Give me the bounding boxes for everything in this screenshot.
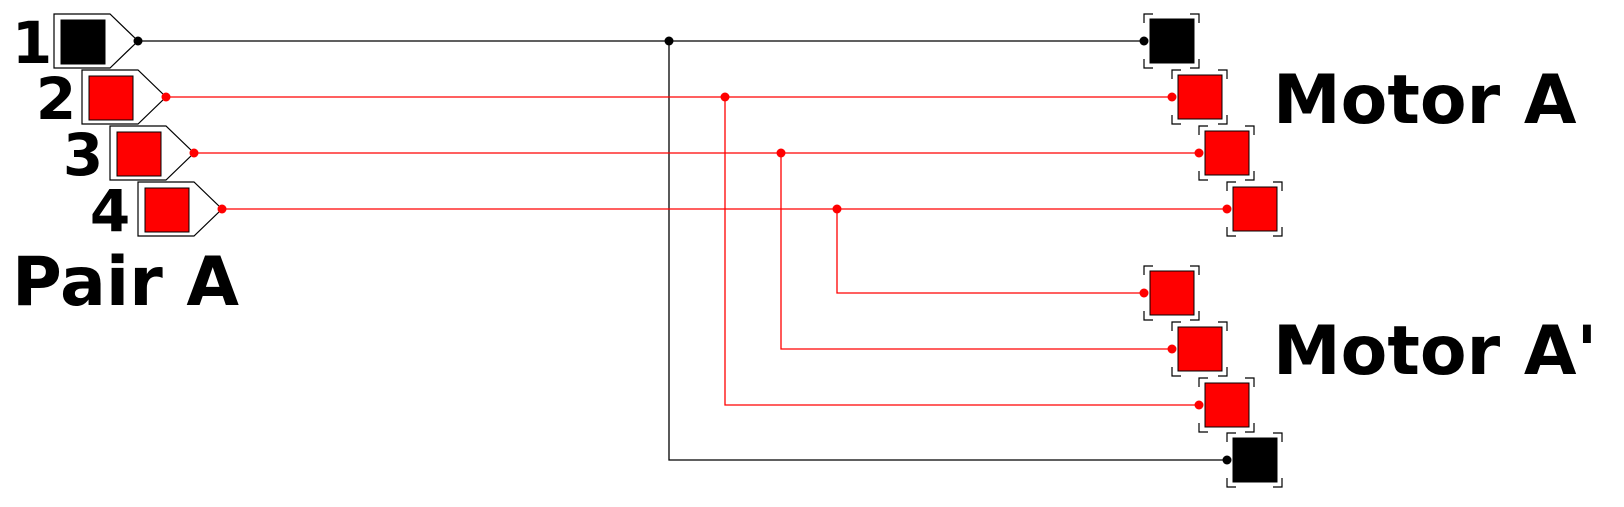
junction-dot [1139, 288, 1149, 298]
pin-number: 1 [12, 9, 52, 77]
wire-4 [222, 208, 1227, 294]
junction-dot [664, 36, 674, 46]
junction-dot [1167, 92, 1177, 102]
junction-dot [133, 36, 143, 46]
motor-a-prime-pin-3 [1171, 321, 1228, 377]
junction-dot [161, 92, 171, 102]
pair-pin-3: 3 [63, 121, 195, 189]
wire-3 [194, 152, 1199, 350]
pair-pin-4: 4 [90, 177, 223, 245]
wires [138, 40, 1227, 461]
motor-a-prime-pin-4 [1143, 265, 1200, 321]
motor-a-label: Motor A [1273, 61, 1577, 140]
pin-contact [1177, 326, 1223, 372]
pin-number: 2 [36, 65, 76, 133]
junction-dot [720, 92, 730, 102]
junction-dot [1222, 204, 1232, 214]
pair-pin-2: 2 [36, 65, 167, 133]
motor-a-pin-4 [1226, 181, 1283, 237]
motor-a-connector [1143, 13, 1283, 237]
pin-contact [1232, 186, 1278, 232]
pin-contact [1149, 18, 1195, 64]
junction-dot [1194, 400, 1204, 410]
junction-dot [776, 148, 786, 158]
wire-1-ground [138, 40, 1227, 461]
junction-dot [189, 148, 199, 158]
pin-number: 4 [90, 177, 130, 245]
pin-contact [1232, 437, 1278, 483]
pair-pin-1: 1 [12, 9, 139, 77]
junction-dot [1194, 148, 1204, 158]
pin-contact [88, 75, 134, 121]
junction-dot [217, 204, 227, 214]
junction-dot [832, 204, 842, 214]
pin-number: 3 [63, 121, 103, 189]
pin-contact [1204, 130, 1250, 176]
pin-contact [1149, 270, 1195, 316]
motor-a-prime-pin-2 [1198, 377, 1255, 433]
motor-a-prime-pin-1 [1226, 432, 1283, 488]
pin-contact [116, 131, 162, 177]
pin-contact [60, 19, 106, 65]
pair-a-label: Pair A [12, 243, 239, 322]
motor-a-pin-1 [1143, 13, 1200, 69]
pin-contact [1204, 382, 1250, 428]
pin-contact [1177, 74, 1223, 120]
motor-a-prime-connector [1143, 265, 1283, 488]
motor-a-prime-label: Motor A' [1273, 312, 1597, 391]
junction-dot [1139, 36, 1149, 46]
pin-contact [144, 187, 190, 233]
wire-2 [166, 96, 1199, 406]
motor-a-pin-2 [1171, 69, 1228, 125]
junction-dots [133, 36, 1232, 465]
junction-dot [1167, 344, 1177, 354]
pair-a-connector: 1 2 3 4 [12, 9, 223, 245]
junction-dot [1222, 455, 1232, 465]
motor-a-pin-3 [1198, 125, 1255, 181]
